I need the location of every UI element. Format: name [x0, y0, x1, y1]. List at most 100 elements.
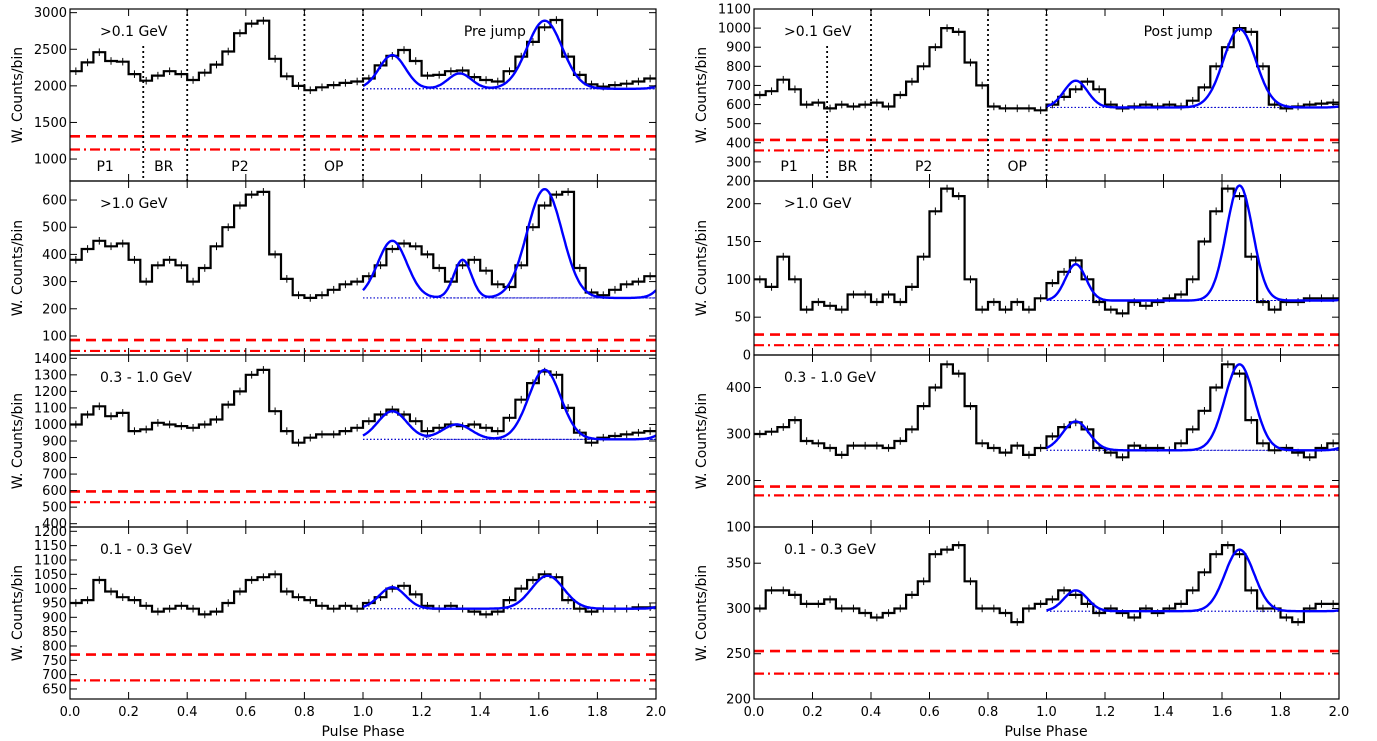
x-tick-label: 0.2 — [802, 705, 823, 720]
fit-model-curve — [362, 368, 656, 441]
fit-component-1 — [1046, 185, 1339, 301]
region-label-p2: P2 — [915, 159, 932, 175]
y-tick-label: 200 — [726, 175, 751, 190]
panel-right-1: 0 50 100 150 200 W. Counts/bin >1.0 GeV — [694, 180, 1340, 364]
x-tick-label: 0.0 — [744, 705, 765, 720]
x-tick-label: 0.4 — [861, 705, 882, 720]
fit-model-curve — [1045, 363, 1339, 452]
x-tick-label: 1.6 — [1212, 705, 1233, 720]
y-tick-label: 150 — [726, 235, 751, 250]
panel-left-1: 100 200 300 400 500 600 W. Counts/bin >1.0 GeV — [10, 180, 657, 356]
plot-area-right-2 — [754, 360, 1339, 497]
y-tick-label: 0 — [743, 349, 751, 364]
y-tick-label: 350 — [726, 557, 751, 572]
fit-model-curve — [1046, 27, 1339, 109]
x-tick-label: 0.4 — [177, 705, 198, 720]
y-axis-title: W. Counts/bin — [10, 220, 26, 316]
y-tick-label: 1000 — [34, 418, 67, 433]
x-tick-label: 1.4 — [1153, 705, 1174, 720]
region-label-op: OP — [1008, 159, 1027, 175]
y-tick-label: 1050 — [34, 568, 67, 583]
y-tick-label: 200 — [726, 693, 751, 708]
x-tick-label: 1.6 — [528, 705, 549, 720]
y-tick-label: 500 — [42, 501, 67, 516]
fit-model-curve — [362, 19, 656, 90]
y-tick-label: 100 — [726, 521, 751, 536]
x-tick-label: 2.0 — [646, 705, 667, 720]
y-tick-label: 300 — [42, 275, 67, 290]
y-axis-title: W. Counts/bin — [10, 565, 26, 661]
y-tick-label: 1200 — [34, 385, 67, 400]
y-tick-label: 800 — [42, 451, 67, 466]
y-tick-label: 400 — [726, 136, 751, 151]
y-tick-label: 1300 — [34, 368, 67, 383]
x-tick-label: 0.8 — [294, 705, 315, 720]
x-tick-label: 1.8 — [1270, 705, 1291, 720]
y-tick-label: 3000 — [34, 6, 67, 21]
panel-left-0: P1 BR P2 OP 1000 1500 2000 2500 3000 W. Counts/bi… — [10, 6, 657, 182]
y-axis-title: W. Counts/bin — [694, 220, 710, 316]
energy-range-label: >1.0 GeV — [784, 196, 852, 212]
y-tick-label: 600 — [726, 98, 751, 113]
y-tick-label: 2500 — [34, 43, 67, 58]
fit-model-curve — [1046, 184, 1339, 302]
region-label-op: OP — [324, 159, 343, 175]
light-curve-histogram — [754, 544, 1339, 624]
y-tick-label: 700 — [42, 468, 67, 483]
light-curve-histogram — [70, 190, 656, 299]
y-tick-label: 1150 — [34, 539, 67, 554]
light-curve-histogram — [754, 187, 1339, 315]
y-tick-label: 200 — [726, 474, 751, 489]
y-tick-label: 800 — [726, 60, 751, 75]
y-tick-label: 400 — [42, 248, 67, 263]
y-tick-label: 700 — [42, 668, 67, 683]
x-tick-label: 1.0 — [353, 705, 374, 720]
y-tick-label: 900 — [42, 435, 67, 450]
y-tick-label: 1400 — [34, 352, 67, 367]
x-tick-label: 1.8 — [587, 705, 608, 720]
x-tick-label: 0.6 — [235, 705, 256, 720]
y-axis-title: W. Counts/bin — [694, 393, 710, 489]
plot-area-right-0 — [754, 24, 1339, 152]
right-x-axis-title: Pulse Phase — [1004, 724, 1087, 740]
y-tick-label: 250 — [726, 647, 751, 662]
y-tick-label: 50 — [734, 311, 751, 326]
fit-model-curve — [1046, 548, 1339, 613]
x-tick-label: 0.8 — [978, 705, 999, 720]
y-tick-label: 300 — [726, 602, 751, 617]
y-axis-title: W. Counts/bin — [694, 565, 710, 661]
y-tick-label: 900 — [42, 611, 67, 626]
y-axis-title: W. Counts/bin — [10, 47, 26, 143]
plot-area-right-3 — [754, 541, 1339, 675]
panel-title: Post jump — [1144, 24, 1213, 40]
x-tick-label: 0.2 — [118, 705, 139, 720]
y-tick-label: 900 — [726, 41, 751, 56]
y-tick-label: 950 — [42, 596, 67, 611]
y-tick-label: 800 — [42, 639, 67, 654]
y-tick-label: 650 — [42, 682, 67, 697]
x-tick-label: 2.0 — [1329, 705, 1350, 720]
y-tick-label: 750 — [42, 654, 67, 669]
y-tick-label: 500 — [42, 221, 67, 236]
energy-range-label: >0.1 GeV — [784, 24, 852, 40]
y-tick-label: 600 — [42, 484, 67, 499]
y-tick-label: 1000 — [34, 582, 67, 597]
plot-area-right-1 — [754, 184, 1339, 347]
y-tick-label: 300 — [726, 428, 751, 443]
fit-model-curve — [362, 187, 656, 300]
fit-model-curve — [362, 574, 656, 610]
energy-range-label: 0.3 - 1.0 GeV — [100, 370, 192, 386]
y-tick-label: 400 — [726, 381, 751, 396]
x-tick-label: 0.6 — [919, 705, 940, 720]
plot-area-left-3 — [70, 570, 656, 682]
energy-range-label: >0.1 GeV — [100, 24, 168, 40]
panel-right-2: 100 200 300 400 W. Counts/bin 0.3 - 1.0 GeV — [694, 354, 1340, 536]
energy-range-label: 0.1 - 0.3 GeV — [784, 542, 876, 558]
fit-component-2 — [363, 369, 656, 440]
x-tick-label: 1.0 — [1036, 705, 1057, 720]
y-tick-label: 2000 — [34, 79, 67, 94]
panel-title: Pre jump — [464, 24, 526, 40]
y-tick-label: 200 — [726, 197, 751, 212]
y-tick-label: 1100 — [34, 401, 67, 416]
